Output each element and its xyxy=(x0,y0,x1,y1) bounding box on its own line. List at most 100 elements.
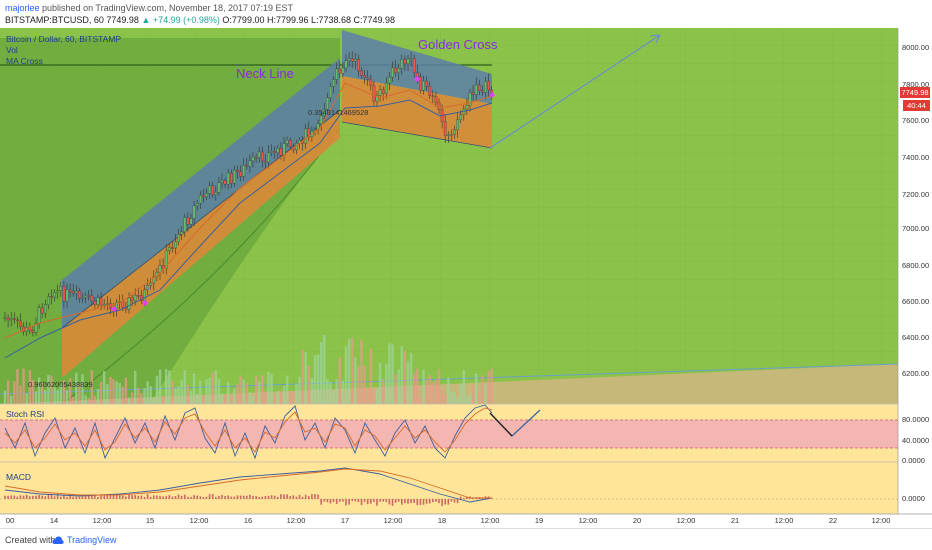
macd-hist-bar xyxy=(66,496,68,499)
bar-countdown-tag: 40:44 xyxy=(903,100,930,111)
macd-hist-bar xyxy=(298,494,301,499)
footer: Created with TradingView xyxy=(0,528,932,550)
legend-macd[interactable]: MACD xyxy=(6,472,32,482)
falling-channel-base xyxy=(341,121,493,149)
legend-ma[interactable]: MA Cross xyxy=(6,56,43,66)
macd-hist-bar xyxy=(363,499,366,502)
macd-hist-bar xyxy=(425,499,428,504)
candle-body xyxy=(56,290,60,293)
volume-bar xyxy=(99,381,103,404)
macd-hist-bar xyxy=(29,496,31,499)
candle-body xyxy=(245,165,249,167)
macd-hist-bar xyxy=(304,494,307,499)
legend-main[interactable]: Bitcoin / Dollar, 60, BITSTAMP xyxy=(6,34,122,44)
volume-bar xyxy=(475,373,478,404)
candle-body xyxy=(43,304,47,314)
golden-cross-label[interactable]: Golden Cross xyxy=(418,37,498,52)
candle-body xyxy=(189,218,193,225)
macd-hist-bar xyxy=(16,496,19,499)
candle-body xyxy=(264,160,267,163)
candle-body xyxy=(226,172,230,185)
time-tick: 12:00 xyxy=(774,516,794,525)
macd-hist-bar xyxy=(422,499,425,505)
candle-body xyxy=(397,68,401,74)
volume-bar xyxy=(62,380,66,404)
price-tick: 6200.00 xyxy=(902,369,930,378)
macd-hist-bar xyxy=(236,495,239,499)
volume-bar xyxy=(183,370,186,404)
macd-hist-bar xyxy=(75,496,78,499)
tradingview-cloud-icon xyxy=(52,536,64,544)
stoch-tick: 80.0000 xyxy=(902,415,930,424)
candle-body xyxy=(186,217,190,225)
macd-hist-bar xyxy=(404,499,406,504)
fib-upper-label: 0.3543141469528 xyxy=(308,108,369,117)
candle-body xyxy=(288,139,292,147)
candle-body xyxy=(12,318,16,321)
candle-body xyxy=(198,194,202,204)
volume-bar xyxy=(354,357,357,404)
macd-hist-bar xyxy=(370,499,372,504)
macd-tick: 0.0000 xyxy=(902,494,925,503)
volume-bar xyxy=(208,377,211,404)
macd-hist-bar xyxy=(137,495,140,499)
volume-bar xyxy=(146,381,149,404)
macd-hist-bar xyxy=(156,495,158,499)
legend-vol[interactable]: Vol xyxy=(6,45,18,55)
macd-hist-bar xyxy=(314,494,316,499)
macd-hist-bar xyxy=(401,499,403,505)
time-tick: 12:00 xyxy=(92,516,112,525)
volume-bar xyxy=(211,372,214,404)
volume-bar xyxy=(372,389,376,404)
candle-body xyxy=(136,294,140,297)
candle-body xyxy=(50,296,53,298)
macd-hist-bar xyxy=(177,494,180,499)
candle-body xyxy=(47,296,50,305)
candle-body xyxy=(428,85,432,96)
legend-stoch[interactable]: Stoch RSI xyxy=(6,409,45,419)
candlesticks xyxy=(3,51,494,337)
macd-hist-bar xyxy=(459,496,462,499)
candle-body xyxy=(171,247,174,249)
volume-bar xyxy=(282,386,286,404)
chart-canvas[interactable] xyxy=(0,28,932,528)
macd-hist-bar xyxy=(432,499,434,503)
candle-body xyxy=(357,59,360,72)
tradingview-brand-link[interactable]: TradingView xyxy=(67,535,117,545)
volume-bar xyxy=(409,352,413,404)
macd-hist-bar xyxy=(44,496,47,499)
macd-hist-bar xyxy=(47,494,50,499)
volume-bar xyxy=(351,337,354,404)
candle-body xyxy=(192,205,196,219)
volume-bar xyxy=(34,391,38,404)
macd-hist-bar xyxy=(463,497,465,499)
chart-area[interactable]: Bitcoin / Dollar, 60, BITSTAMP Vol MA Cr… xyxy=(0,28,932,528)
volume-bar xyxy=(223,394,227,404)
candle-body xyxy=(391,67,394,78)
candle-body xyxy=(16,319,19,322)
macd-hist-bar xyxy=(35,495,37,499)
volume-bar xyxy=(425,379,428,404)
candle-body xyxy=(388,76,391,84)
macd-hist-bar xyxy=(273,495,276,499)
candle-body xyxy=(124,307,128,310)
time-tick: 18 xyxy=(437,516,447,525)
volume-bar xyxy=(459,383,462,404)
author-link[interactable]: majorlee xyxy=(5,3,40,13)
volume-bar xyxy=(149,386,152,404)
macd-hist-bar xyxy=(410,499,412,504)
candle-body xyxy=(130,297,134,302)
macd-hist-bar xyxy=(391,499,394,506)
volume-bar xyxy=(490,368,493,404)
candle-body xyxy=(71,291,75,294)
candle-body xyxy=(468,92,472,106)
macd-signal-line xyxy=(4,468,492,499)
time-tick: 12:00 xyxy=(286,516,306,525)
macd-hist-bar xyxy=(366,499,369,505)
volume-bar xyxy=(143,388,146,404)
candle-body xyxy=(319,115,323,124)
macd-hist-bar xyxy=(131,495,133,499)
volume-bar xyxy=(478,391,481,404)
candle-body xyxy=(236,169,239,172)
neck-line-label[interactable]: Neck Line xyxy=(236,66,294,81)
